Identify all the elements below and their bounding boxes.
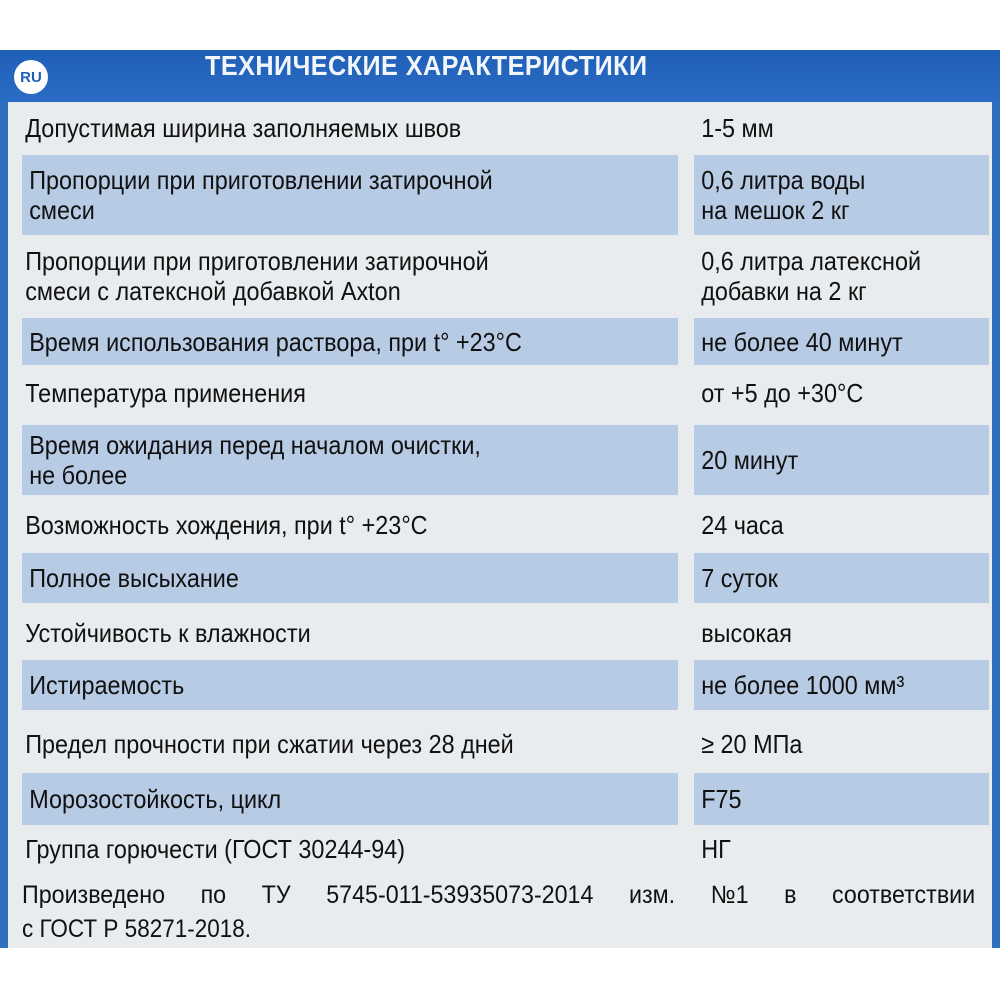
spec-label: Полное высыхание (22, 553, 678, 603)
cell-text: 1-5 мм (701, 112, 774, 143)
table-row: Температура применения от +5 до +30°C (8, 370, 992, 415)
cell-text: смеси с латексной добавкой Axton (25, 276, 401, 306)
table-row: Устойчивость к влажности высокая (8, 610, 992, 655)
cell-text: 0,6 литра воды (701, 165, 866, 195)
cell-text: Допустимая ширина заполняемых швов (25, 112, 462, 143)
spec-label: Морозостойкость, цикл (22, 773, 678, 825)
spec-label: Устойчивость к влажности (18, 610, 678, 655)
cell-text: 24 часа (701, 510, 784, 540)
table-row: Группа горючести (ГОСТ 30244-94) НГ (8, 828, 992, 870)
spec-value: от +5 до +30°C (694, 370, 989, 415)
header-band (0, 50, 1000, 102)
footer-word: изм. (628, 881, 676, 909)
spec-value: 0,6 литра воды на мешок 2 кг (694, 155, 989, 235)
table-row: Допустимая ширина заполняемых швов 1-5 мм (8, 105, 992, 150)
spec-value: не более 40 минут (694, 318, 989, 365)
spec-label: Истираемость (22, 660, 678, 710)
spec-label: Пропорции при приготовлении затирочной см… (18, 240, 678, 312)
spec-label: Возможность хождения, при t° +23°C (18, 500, 678, 550)
spec-label: Группа горючести (ГОСТ 30244-94) (18, 828, 678, 870)
table-row: Истираемость не более 1000 мм³ (8, 660, 992, 710)
footer-word: в (784, 881, 797, 909)
footer-word: 5745-011-53935073-2014 (326, 881, 594, 909)
spec-value: НГ (694, 828, 989, 870)
cell-text: Полное высыхание (29, 563, 239, 593)
cell-text: высокая (701, 617, 792, 648)
cell-text: Время ожидания перед началом очистки, (29, 430, 481, 460)
spec-value: 7 суток (694, 553, 989, 603)
table-row: Пропорции при приготовлении затирочной см… (8, 155, 992, 235)
footer-word: ТУ (261, 881, 291, 909)
cell-text: Время использования раствора, при t° +23… (29, 326, 522, 357)
footer-word: соответствии (832, 881, 976, 909)
spec-value: ≥ 20 МПа (694, 717, 989, 770)
language-badge: RU (14, 60, 48, 94)
spec-value: 20 минут (694, 425, 989, 495)
cell-text: 0,6 литра латексной (701, 246, 922, 276)
spec-label: Температура применения (18, 370, 678, 415)
table-row: Возможность хождения, при t° +23°C 24 час… (8, 500, 992, 550)
footer-word: по (200, 881, 227, 909)
cell-text: не более 40 минут (701, 326, 903, 357)
cell-text: Пропорции при приготовлении затирочной (25, 246, 489, 276)
cell-text: Температура применения (25, 377, 306, 408)
cell-text: Морозостойкость, цикл (29, 784, 282, 814)
footer-line-2: с ГОСТ Р 58271-2018. (22, 915, 252, 943)
spec-value: 1-5 мм (694, 105, 989, 150)
spec-label: Допустимая ширина заполняемых швов (18, 105, 678, 150)
cell-text: Устойчивость к влажности (25, 617, 311, 648)
spec-label: Время ожидания перед началом очистки, не … (22, 425, 678, 495)
table-row: Полное высыхание 7 суток (8, 553, 992, 603)
cell-text: добавки на 2 кг (701, 276, 867, 306)
table-row: Время использования раствора, при t° +23… (8, 318, 992, 365)
cell-text: 20 минут (701, 445, 799, 475)
cell-text: Возможность хождения, при t° +23°C (25, 510, 428, 540)
cell-text: НГ (701, 834, 731, 864)
cell-text: F75 (701, 784, 742, 814)
footer-line-1: Произведено по ТУ 5745-011-53935073-2014 изм… (22, 878, 975, 912)
cell-text: на мешок 2 кг (701, 195, 850, 225)
table-row: Морозостойкость, цикл F75 (8, 773, 992, 825)
cell-text: смеси (29, 195, 95, 225)
spec-value: 24 часа (694, 500, 989, 550)
table-row: Время ожидания перед началом очистки, не … (8, 425, 992, 495)
cell-text: Группа горючести (ГОСТ 30244-94) (25, 834, 406, 864)
spec-label: Предел прочности при сжатии через 28 дне… (18, 717, 678, 770)
cell-text: Пропорции при приготовлении затирочной (29, 165, 493, 195)
spec-value: F75 (694, 773, 989, 825)
table-row: Предел прочности при сжатии через 28 дне… (8, 717, 992, 770)
spec-value: 0,6 литра латексной добавки на 2 кг (694, 240, 989, 312)
cell-text: Истираемость (29, 670, 185, 700)
cell-text: 7 суток (701, 563, 778, 593)
spec-label: Пропорции при приготовлении затирочной см… (22, 155, 678, 235)
spec-value: высокая (694, 610, 989, 655)
table-row: Пропорции при приготовлении затирочной см… (8, 240, 992, 312)
cell-text: от +5 до +30°C (701, 377, 864, 408)
spec-value: не более 1000 мм³ (694, 660, 989, 710)
footer-word: №1 (710, 881, 749, 909)
page-title: ТЕХНИЧЕСКИЕ ХАРАКТЕРИСТИКИ (205, 50, 648, 81)
cell-text: Предел прочности при сжатии через 28 дне… (25, 728, 514, 759)
spec-label: Время использования раствора, при t° +23… (22, 318, 678, 365)
footer-word: Произведено (22, 881, 166, 909)
cell-text: ≥ 20 МПа (701, 728, 803, 759)
footer-note: Произведено по ТУ 5745-011-53935073-2014 изм… (22, 878, 977, 946)
cell-text: не более 1000 мм³ (701, 670, 905, 700)
cell-text: не более (29, 460, 128, 490)
